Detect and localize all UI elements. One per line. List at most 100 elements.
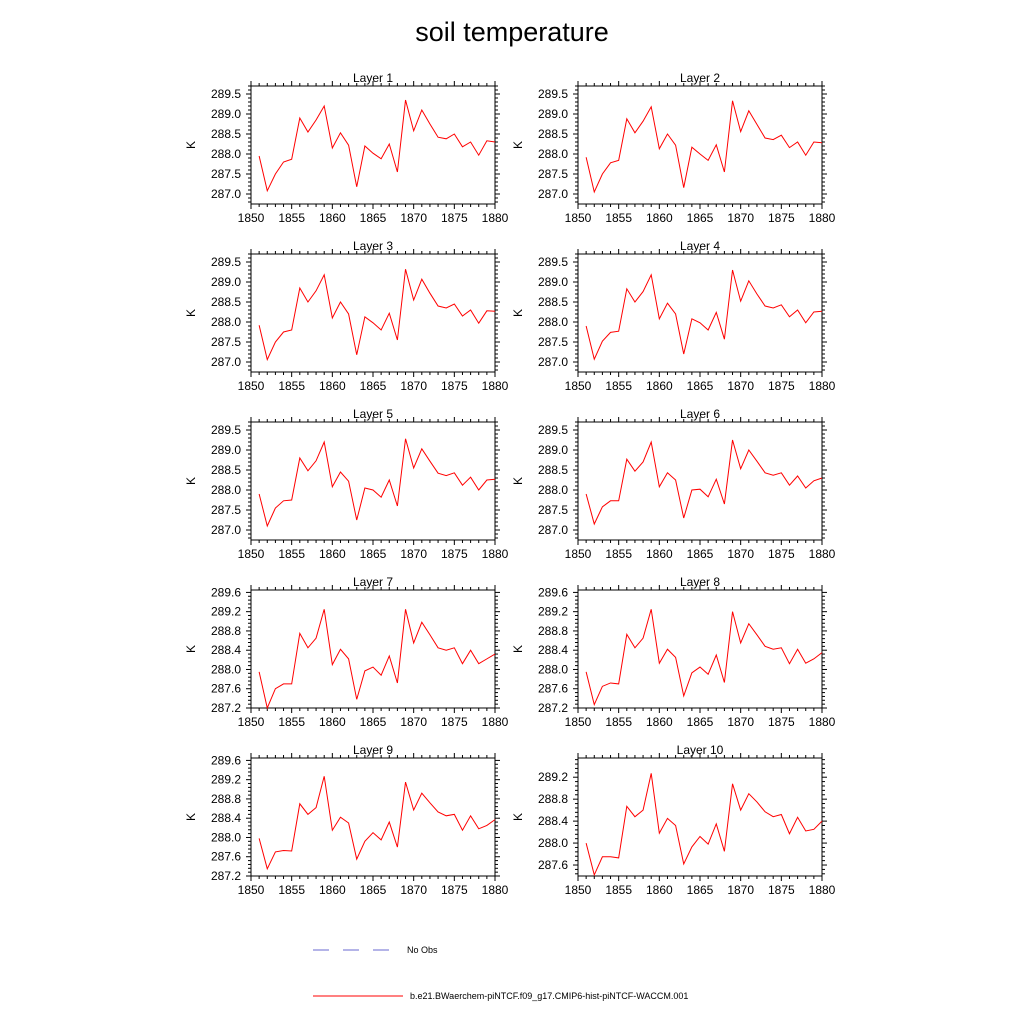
- y-tick-label: 289.5: [538, 87, 568, 101]
- y-tick-label: 288.4: [211, 811, 241, 825]
- y-tick-label: 287.0: [211, 523, 241, 537]
- y-tick-label: 287.0: [211, 355, 241, 369]
- x-tick-label: 1880: [482, 883, 509, 897]
- x-tick-label: 1880: [482, 379, 509, 393]
- panel-title: Layer 3: [353, 239, 393, 253]
- x-tick-label: 1865: [360, 547, 387, 561]
- x-tick-label: 1875: [768, 379, 795, 393]
- plot-frame: [577, 589, 823, 709]
- x-tick-label: 1875: [768, 883, 795, 897]
- y-tick-label: 289.0: [211, 275, 241, 289]
- y-tick-label: 287.0: [538, 355, 568, 369]
- x-tick-label: 1860: [646, 379, 673, 393]
- y-tick-label: 289.5: [211, 255, 241, 269]
- y-tick-label: 289.2: [211, 605, 241, 619]
- y-tick-label: 288.4: [211, 643, 241, 657]
- x-tick-label: 1865: [687, 883, 714, 897]
- y-tick-label: 288.0: [538, 147, 568, 161]
- y-axis-label: K: [184, 141, 198, 149]
- panel-title: Layer 8: [680, 575, 720, 589]
- y-tick-label: 289.5: [211, 423, 241, 437]
- x-tick-label: 1880: [809, 211, 836, 225]
- x-tick-label: 1875: [768, 211, 795, 225]
- x-tick-label: 1870: [727, 883, 754, 897]
- x-tick-label: 1875: [441, 547, 468, 561]
- series-line: [258, 269, 496, 362]
- y-tick-label: 289.5: [538, 423, 568, 437]
- plot-frame: [577, 421, 823, 541]
- y-axis-label: K: [184, 813, 198, 821]
- x-tick-label: 1875: [768, 715, 795, 729]
- x-tick-label: 1865: [687, 715, 714, 729]
- y-tick-label: 287.5: [538, 335, 568, 349]
- x-tick-label: 1855: [605, 715, 632, 729]
- panel-title: Layer 7: [353, 575, 393, 589]
- x-tick-label: 1860: [646, 211, 673, 225]
- series-line: [585, 269, 823, 361]
- x-tick-label: 1850: [238, 883, 265, 897]
- legend: No Obs b.e21.BWaerchem-piNTCF.f09_g17.CM…: [313, 945, 688, 1001]
- panel-layer-6: Layer 6 K 1850 1855 1860 1865 1870 1875 1880 287.…: [511, 407, 836, 561]
- y-tick-label: 288.4: [538, 643, 568, 657]
- panel-layer-10: Layer 10 K 1850 1855 1860 1865 1870 1875 1880 287…: [511, 743, 836, 897]
- panel-layer-8: Layer 8 K 1850 1855 1860 1865 1870 1875 1880 287.…: [511, 575, 836, 729]
- plot-frame: [250, 253, 496, 373]
- y-tick-label: 289.0: [538, 275, 568, 289]
- x-tick-label: 1850: [238, 715, 265, 729]
- panel-title: Layer 1: [353, 71, 393, 85]
- x-tick-label: 1865: [360, 379, 387, 393]
- x-tick-label: 1880: [482, 715, 509, 729]
- series-line: [585, 439, 823, 526]
- y-tick-label: 289.0: [211, 107, 241, 121]
- x-tick-label: 1855: [605, 211, 632, 225]
- x-tick-label: 1855: [278, 211, 305, 225]
- y-tick-label: 287.5: [211, 503, 241, 517]
- x-tick-label: 1875: [441, 211, 468, 225]
- x-tick-label: 1870: [400, 547, 427, 561]
- series-line: [258, 776, 496, 871]
- x-tick-label: 1880: [809, 883, 836, 897]
- x-tick-label: 1850: [238, 379, 265, 393]
- x-tick-label: 1850: [565, 379, 592, 393]
- x-tick-label: 1865: [360, 211, 387, 225]
- y-axis-label: K: [511, 645, 525, 653]
- x-tick-label: 1860: [646, 715, 673, 729]
- series-line: [585, 609, 823, 707]
- y-tick-label: 288.5: [211, 463, 241, 477]
- y-tick-label: 289.6: [211, 585, 241, 599]
- y-tick-label: 289.5: [538, 255, 568, 269]
- y-tick-label: 287.6: [538, 858, 568, 872]
- y-tick-label: 288.0: [538, 483, 568, 497]
- panel-layer-5: Layer 5 K 1850 1855 1860 1865 1870 1875 1880 287.…: [184, 407, 509, 561]
- y-tick-label: 288.8: [538, 624, 568, 638]
- y-tick-label: 289.6: [211, 753, 241, 767]
- panel-title: Layer 10: [677, 743, 724, 757]
- y-tick-label: 288.0: [211, 662, 241, 676]
- x-tick-label: 1850: [565, 715, 592, 729]
- plot-frame: [577, 253, 823, 373]
- panels-grid: Layer 1 K 1850 1855 1860 1865 1870 1875 1880 287.…: [184, 71, 836, 897]
- x-tick-label: 1865: [687, 211, 714, 225]
- x-tick-label: 1875: [441, 379, 468, 393]
- x-tick-label: 1850: [238, 211, 265, 225]
- x-tick-label: 1855: [278, 883, 305, 897]
- y-tick-label: 287.6: [211, 682, 241, 696]
- y-tick-label: 288.4: [538, 814, 568, 828]
- y-tick-label: 287.5: [538, 167, 568, 181]
- y-tick-label: 287.0: [538, 523, 568, 537]
- y-tick-label: 288.0: [538, 662, 568, 676]
- y-tick-label: 287.5: [211, 167, 241, 181]
- plot-frame: [250, 421, 496, 541]
- x-tick-label: 1855: [605, 547, 632, 561]
- x-tick-label: 1860: [319, 211, 346, 225]
- x-tick-label: 1875: [768, 547, 795, 561]
- plot-frame: [250, 757, 496, 877]
- y-tick-label: 287.5: [211, 335, 241, 349]
- y-tick-label: 288.0: [211, 315, 241, 329]
- y-axis-label: K: [511, 813, 525, 821]
- x-tick-label: 1850: [238, 547, 265, 561]
- legend-no-obs-label: No Obs: [407, 945, 438, 955]
- x-tick-label: 1855: [278, 715, 305, 729]
- x-tick-label: 1870: [400, 883, 427, 897]
- y-tick-label: 287.6: [211, 850, 241, 864]
